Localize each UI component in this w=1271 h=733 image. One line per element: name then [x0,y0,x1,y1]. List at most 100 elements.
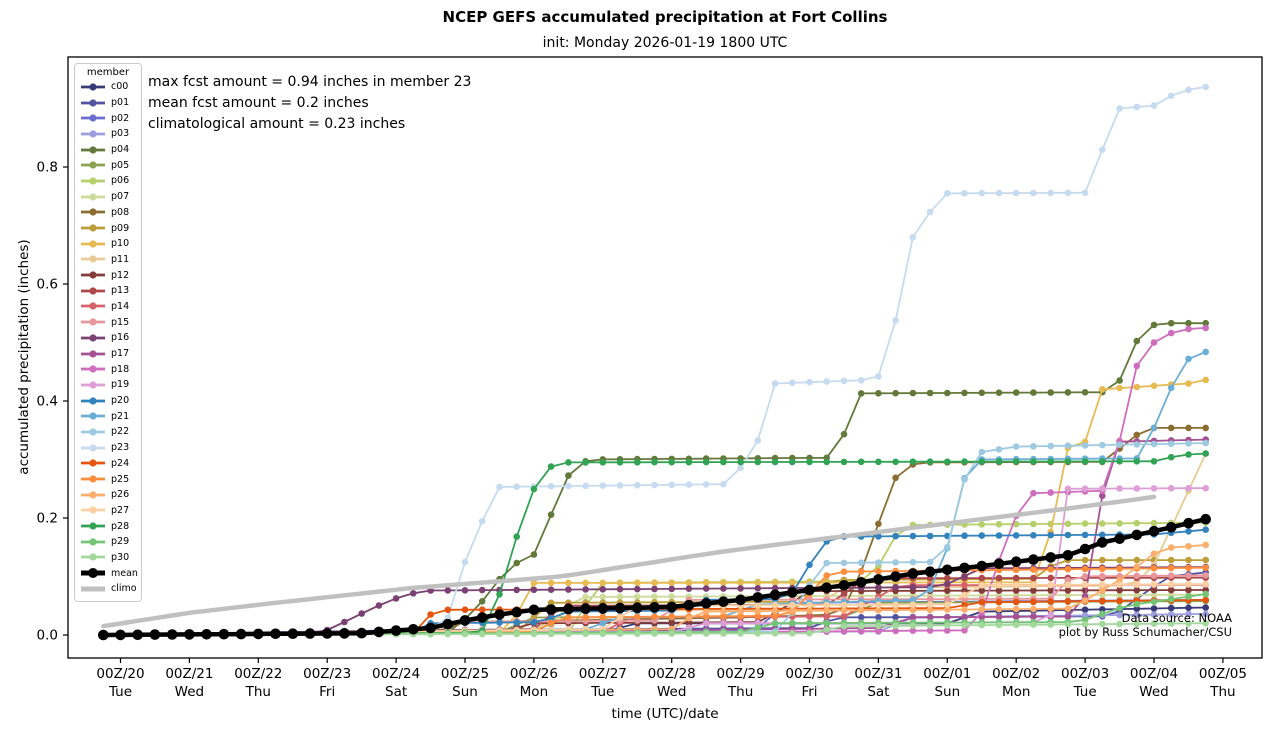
legend-label-p03: p03 [111,128,130,140]
legend-label-p09: p09 [111,222,130,234]
legend-swatch-p26 [81,491,105,499]
svg-text:Sun: Sun [452,684,478,700]
legend-label-p21: p21 [111,410,130,422]
svg-text:00Z/22: 00Z/22 [234,666,282,682]
legend-swatch-c00 [81,83,105,91]
svg-text:0.8: 0.8 [37,160,58,176]
legend-item-p16: p16 [75,330,141,346]
legend-item-p05: p05 [75,157,141,173]
legend-label-p22: p22 [111,426,130,438]
svg-text:Mon: Mon [520,684,548,700]
legend-swatch-p29 [81,538,105,546]
legend-label-p20: p20 [111,395,130,407]
svg-text:Fri: Fri [801,684,817,700]
svg-text:Tue: Tue [590,684,614,700]
svg-text:00Z/25: 00Z/25 [441,666,489,682]
legend-label-p01: p01 [111,97,130,109]
legend-item-mean: mean [75,565,141,581]
legend-item-p03: p03 [75,126,141,142]
svg-text:Wed: Wed [175,684,204,700]
legend-label-p14: p14 [111,300,130,312]
legend-label-p19: p19 [111,379,130,391]
legend-item-p10: p10 [75,236,141,252]
legend-item-p24: p24 [75,456,141,472]
legend-label-p27: p27 [111,504,130,516]
legend-swatch-p08 [81,208,105,216]
legend-swatch-p07 [81,193,105,201]
legend-item-p01: p01 [75,95,141,111]
legend-item-p21: p21 [75,408,141,424]
legend-label-p18: p18 [111,363,130,375]
legend-swatch-p30 [81,553,105,562]
legend-label-climo: climo [111,583,137,595]
legend-swatch-p10 [81,240,105,248]
annotation-mean: mean fcst amount = 0.2 inches [148,95,369,111]
legend-label-p24: p24 [111,457,130,469]
legend-item-p27: p27 [75,503,141,519]
legend-label-p07: p07 [111,191,130,203]
legend-swatch-p28 [81,522,105,530]
svg-text:Sun: Sun [934,684,960,700]
series-mean [98,513,1211,641]
legend-swatch-p18 [81,365,105,373]
annotation-max: max fcst amount = 0.94 inches in member … [148,74,472,90]
legend-label-mean: mean [111,567,138,579]
svg-text:00Z/24: 00Z/24 [372,666,420,682]
credit-block: Data source: NOAA plot by Russ Schumache… [1059,611,1232,639]
legend-label-p23: p23 [111,442,130,454]
legend-swatch-climo [81,586,105,592]
legend-item-p25: p25 [75,471,141,487]
svg-text:00Z/02: 00Z/02 [992,666,1040,682]
svg-text:00Z/26: 00Z/26 [510,666,558,682]
legend-swatch-mean [81,568,105,579]
legend-swatch-p27 [81,506,105,515]
legend-label-p10: p10 [111,238,130,250]
legend-item-p20: p20 [75,393,141,409]
legend-item-p04: p04 [75,142,141,158]
legend-item-p28: p28 [75,518,141,534]
chart-title: NCEP GEFS accumulated precipitation at F… [442,8,888,26]
legend-item-p29: p29 [75,534,141,550]
legend-swatch-p19 [81,381,105,389]
x-axis-ticks: 00Z/20 Tue 00Z/21 Wed 00Z/22 Thu 00Z/23 Fri 00Z/… [96,658,1247,700]
svg-text:00Z/21: 00Z/21 [165,666,213,682]
credit-author: plot by Russ Schumacher/CSU [1058,625,1232,639]
svg-text:00Z/28: 00Z/28 [648,666,696,682]
legend-item-p30: p30 [75,550,141,566]
legend-swatch-p20 [81,396,105,405]
legend-label-p16: p16 [111,332,130,344]
legend-swatch-p23 [81,444,105,452]
legend-item-c00: c00 [75,79,141,95]
legend-item-p15: p15 [75,314,141,330]
legend-label-p13: p13 [111,285,130,297]
legend-item-p08: p08 [75,205,141,221]
svg-text:00Z/01: 00Z/01 [923,666,971,682]
x-axis-label: time (UTC)/date [611,706,719,722]
svg-text:Thu: Thu [727,684,753,700]
legend-item-climo: climo [75,581,141,597]
legend-label-p26: p26 [111,489,130,501]
svg-text:Wed: Wed [1139,684,1168,700]
credit-source: Data source: NOAA [1121,611,1232,625]
axes-frame [67,56,1263,659]
y-axis-label: accumulated precipitation (inches) [16,239,32,475]
legend-title: member [86,67,130,78]
legend-label-p29: p29 [111,536,130,548]
legend-label-p12: p12 [111,269,130,281]
svg-text:Tue: Tue [1073,684,1097,700]
legend-item-p11: p11 [75,252,141,268]
legend-swatch-p25 [81,475,105,483]
legend-label-p15: p15 [111,316,130,328]
legend-item-p07: p07 [75,189,141,205]
svg-text:00Z/04: 00Z/04 [1130,666,1178,682]
svg-text:Sat: Sat [385,684,407,700]
legend-label-p08: p08 [111,206,130,218]
legend-item-p18: p18 [75,361,141,377]
svg-text:0.4: 0.4 [37,394,58,410]
legend-swatch-p05 [81,161,105,169]
legend-item-p13: p13 [75,283,141,299]
svg-text:Sat: Sat [867,684,889,700]
legend-item-p09: p09 [75,220,141,236]
svg-text:00Z/20: 00Z/20 [96,666,144,682]
